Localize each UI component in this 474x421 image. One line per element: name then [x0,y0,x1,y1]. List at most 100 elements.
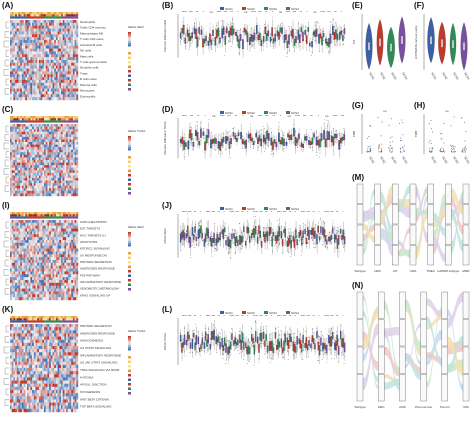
heatmap-cell [56,289,58,292]
annotation-cell [75,118,77,120]
heatmap-cell [17,163,19,166]
heatmap-cell [37,170,39,173]
heatmap-cell [51,181,53,184]
heatmap-cell [49,37,51,40]
heatmap-cell [75,20,77,23]
box [223,27,224,35]
heatmap-cell [27,280,29,283]
heatmap-cell [59,251,61,254]
annotation-cell [19,118,21,120]
heatmap-cell [54,274,56,277]
heatmap-cell [73,178,75,181]
significance-mark: ** [197,114,200,118]
heatmap-cell [42,243,44,246]
heatmap-cell [56,80,58,83]
heatmap-cell [59,263,61,266]
heatmap-cell [22,157,24,160]
outlier-point [239,53,240,54]
heatmap-cell [46,31,48,34]
scatter-point [430,140,431,141]
heatmap-cell [30,89,32,92]
heatmap-cell [66,29,68,32]
outlier-point [212,35,213,36]
outlier-point [204,41,205,42]
heatmap-cell [22,80,24,83]
heatmap-cell [59,77,61,80]
heatmap-cell [68,124,70,127]
heatmap-cell [53,150,55,153]
heatmap-cell [19,291,21,294]
heatmap-cell [22,257,24,260]
outlier-point [180,44,181,45]
heatmap-cell [32,234,34,237]
heatmap-cell [75,168,77,171]
heatmap-cell [53,277,55,280]
heatmap-cell [66,289,68,292]
heatmap-cell [53,46,55,49]
heatmap-cell [54,60,56,63]
heatmap-cell [53,178,55,181]
heatmap-cell [22,23,24,26]
heatmap-cell [49,266,51,269]
heatmap-cell [19,165,21,168]
heatmap-cell [56,263,58,266]
heatmap-cell [19,186,21,189]
heatmap-cell [63,80,65,83]
heatmap-cell [46,94,48,97]
outlier-point [260,35,261,36]
heatmap-cell [36,31,38,34]
heatmap-cell [29,71,31,74]
heatmap-cell [53,260,55,263]
outlier-point [180,146,181,147]
scatter-point [392,141,393,142]
heatmap-cell [53,37,55,40]
outlier-point [304,136,305,137]
annotation-cell [63,12,65,14]
heatmap-cell [46,129,48,132]
heatmap-cell [25,237,27,240]
heatmap-cell [51,57,53,60]
heatmap-cell [76,152,78,155]
heatmap-cell [73,51,75,54]
heatmap-cell [46,175,48,178]
heatmap-cell [13,40,15,43]
heatmap-cell [53,251,55,254]
heatmap-cell [34,86,36,89]
heatmap-cell [64,86,66,89]
heatmap-cell [29,54,31,57]
outlier-point [272,39,273,40]
annotation-cell [54,12,56,14]
heatmap-cell [54,31,56,34]
heatmap-cell [47,269,49,272]
heatmap-cell [49,274,51,277]
outlier-point [238,130,239,131]
scatter-point [461,118,462,119]
dendrogram-branch [6,279,9,285]
annotation-cell [63,14,65,16]
violin-box [452,40,454,48]
x-tick-label: SCS1 [368,156,376,165]
outlier-point [326,39,327,40]
heatmap-cell [66,157,68,160]
heatmap-cell [37,46,39,49]
heatmap-cell [22,191,24,194]
heatmap-cell [22,294,24,297]
heatmap-cell [61,43,63,46]
heatmap-cell [37,297,39,300]
heatmap-cell [73,257,75,260]
heatmap-cell [49,60,51,63]
heatmap-cell [70,157,72,160]
outlier-point [215,150,216,151]
outlier-point [239,30,240,31]
heatmap-cell [27,271,29,274]
heatmap-cell [44,283,46,286]
heatmap-cell [20,43,22,46]
heatmap-cell [29,157,31,160]
heatmap-cell [53,43,55,46]
outlier-point [301,27,302,28]
annotation-cell [17,120,19,122]
heatmap-cell [37,150,39,153]
outlier-point [261,130,262,131]
heatmap-cell [76,271,78,274]
heatmap-cell [56,168,58,171]
